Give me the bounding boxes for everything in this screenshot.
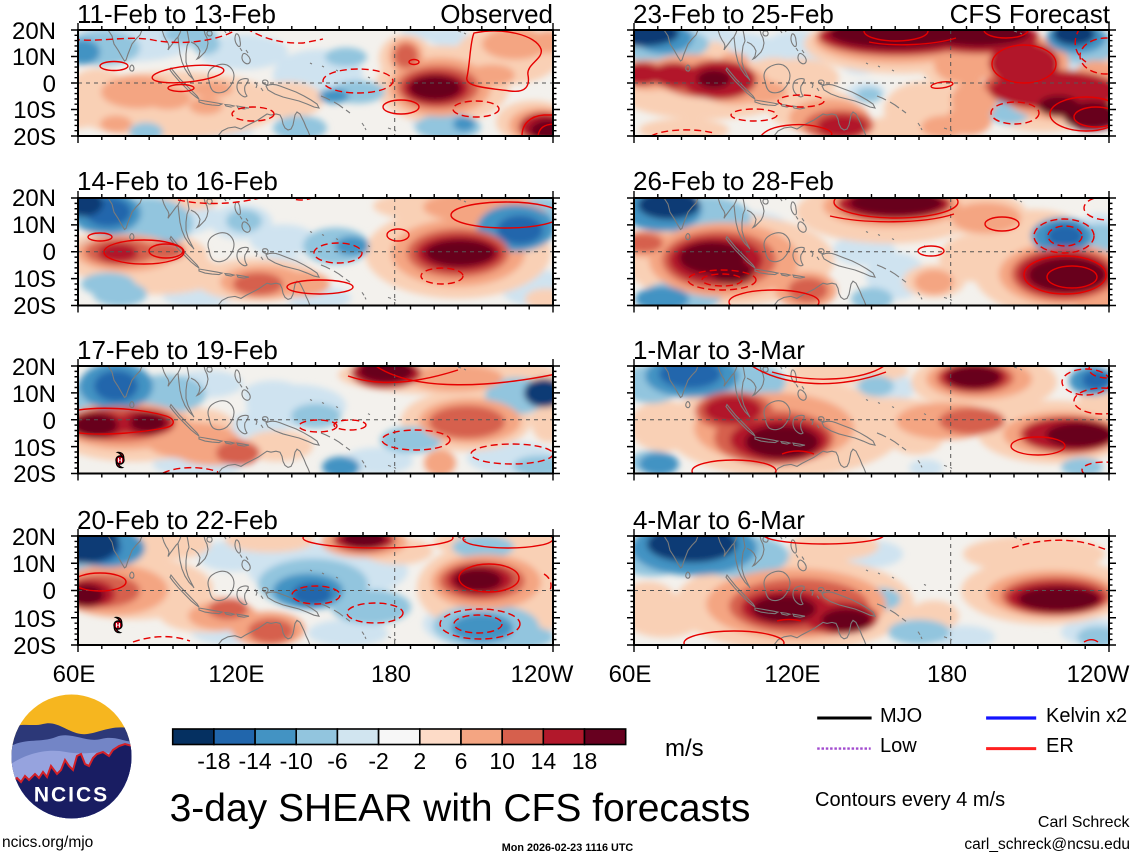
svg-text:H: H <box>118 457 123 464</box>
svg-text:NCICS: NCICS <box>34 784 109 807</box>
svg-text:H: H <box>116 622 121 629</box>
